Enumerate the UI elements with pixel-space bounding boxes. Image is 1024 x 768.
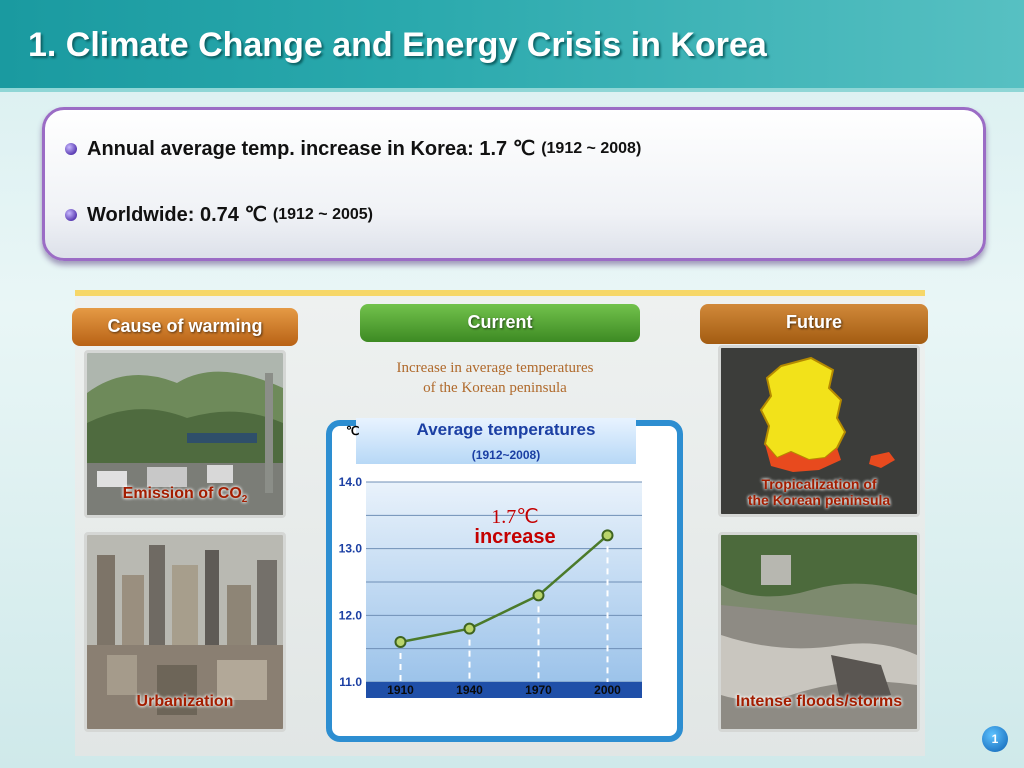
city-traffic-photo: Emission of CO2: [84, 350, 286, 518]
data-point: [532, 589, 545, 602]
x-tick-label: 1940: [456, 683, 483, 697]
emission-co2-caption: Emission of CO2: [87, 485, 283, 505]
bullet-korea: Annual average temp. increase in Korea: …: [65, 136, 641, 161]
x-axis-band: [366, 682, 642, 698]
data-point: [601, 529, 614, 542]
y-tick-label: 11.0: [339, 675, 362, 689]
y-tick-label: 13.0: [339, 542, 363, 556]
chart-subtitle: (1912~2008): [471, 448, 541, 462]
flood-damage-photo: Intense floods/storms: [718, 532, 920, 732]
urbanization-caption: Urbanization: [136, 693, 234, 710]
data-point: [394, 636, 407, 648]
tropicalization-caption: Tropicalization of the Korean peninsula: [721, 476, 917, 508]
city-skyline-photo: Urbanization: [84, 532, 286, 732]
bullet-korea-period: (1912 ~ 2008): [541, 139, 642, 157]
emission-co2-subscript: 2: [241, 494, 248, 506]
y-tick-label: 12.0: [339, 608, 363, 622]
x-tick-label: 1970: [525, 683, 552, 697]
bullet-worldwide-text: Worldwide: 0.74 ℃: [87, 204, 267, 226]
future-label: Future: [700, 304, 928, 344]
title-bar: [0, 0, 1024, 92]
current-description-line2: of the Korean peninsula: [423, 380, 567, 396]
bullet-icon: [65, 142, 77, 155]
x-tick-label: 2000: [594, 683, 621, 697]
tropicalization-line2: the Korean peninsula: [747, 492, 891, 508]
current-description: Increase in average temperatures of the …: [330, 358, 660, 398]
chart-ylabel: ℃: [346, 424, 360, 438]
x-tick-label: 1910: [387, 683, 414, 697]
emission-co2-text: Emission of CO: [122, 485, 242, 502]
korea-map-photo: Tropicalization of the Korean peninsula: [718, 345, 920, 517]
bullet-worldwide-period: (1912 ~ 2005): [272, 205, 373, 223]
title-divider: [0, 88, 1024, 92]
cause-of-warming-label: Cause of warming: [72, 308, 298, 346]
current-label: Current: [360, 304, 640, 342]
current-description-line1: Increase in average temperatures: [396, 360, 594, 376]
slide-title: 1. Climate Change and Energy Crisis in K…: [28, 26, 767, 64]
temperature-series-line: [400, 534, 609, 644]
data-point: [463, 622, 476, 635]
summary-box: Annual average temp. increase in Korea: …: [42, 107, 986, 261]
page-number: 1: [982, 726, 1008, 752]
chart-annotation-value: 1.7℃: [491, 506, 539, 528]
bullet-korea-text: Annual average temp. increase in Korea: …: [87, 138, 536, 160]
temperature-chart: 11.0 12.0 13.0 14.0 1910 1940 1970 2000: [339, 475, 642, 698]
bullet-worldwide: Worldwide: 0.74 ℃ (1912 ~ 2005): [65, 202, 373, 227]
floods-storms-caption: Intense floods/storms: [735, 693, 903, 710]
bullet-icon: [65, 208, 77, 221]
tropicalization-line1: Tropicalization of: [761, 476, 877, 492]
y-tick-label: 14.0: [339, 475, 363, 489]
chart-title: Average temperatures: [416, 420, 596, 439]
chart-title-banner: [356, 418, 636, 464]
chart-annotation-word: increase: [474, 526, 556, 548]
